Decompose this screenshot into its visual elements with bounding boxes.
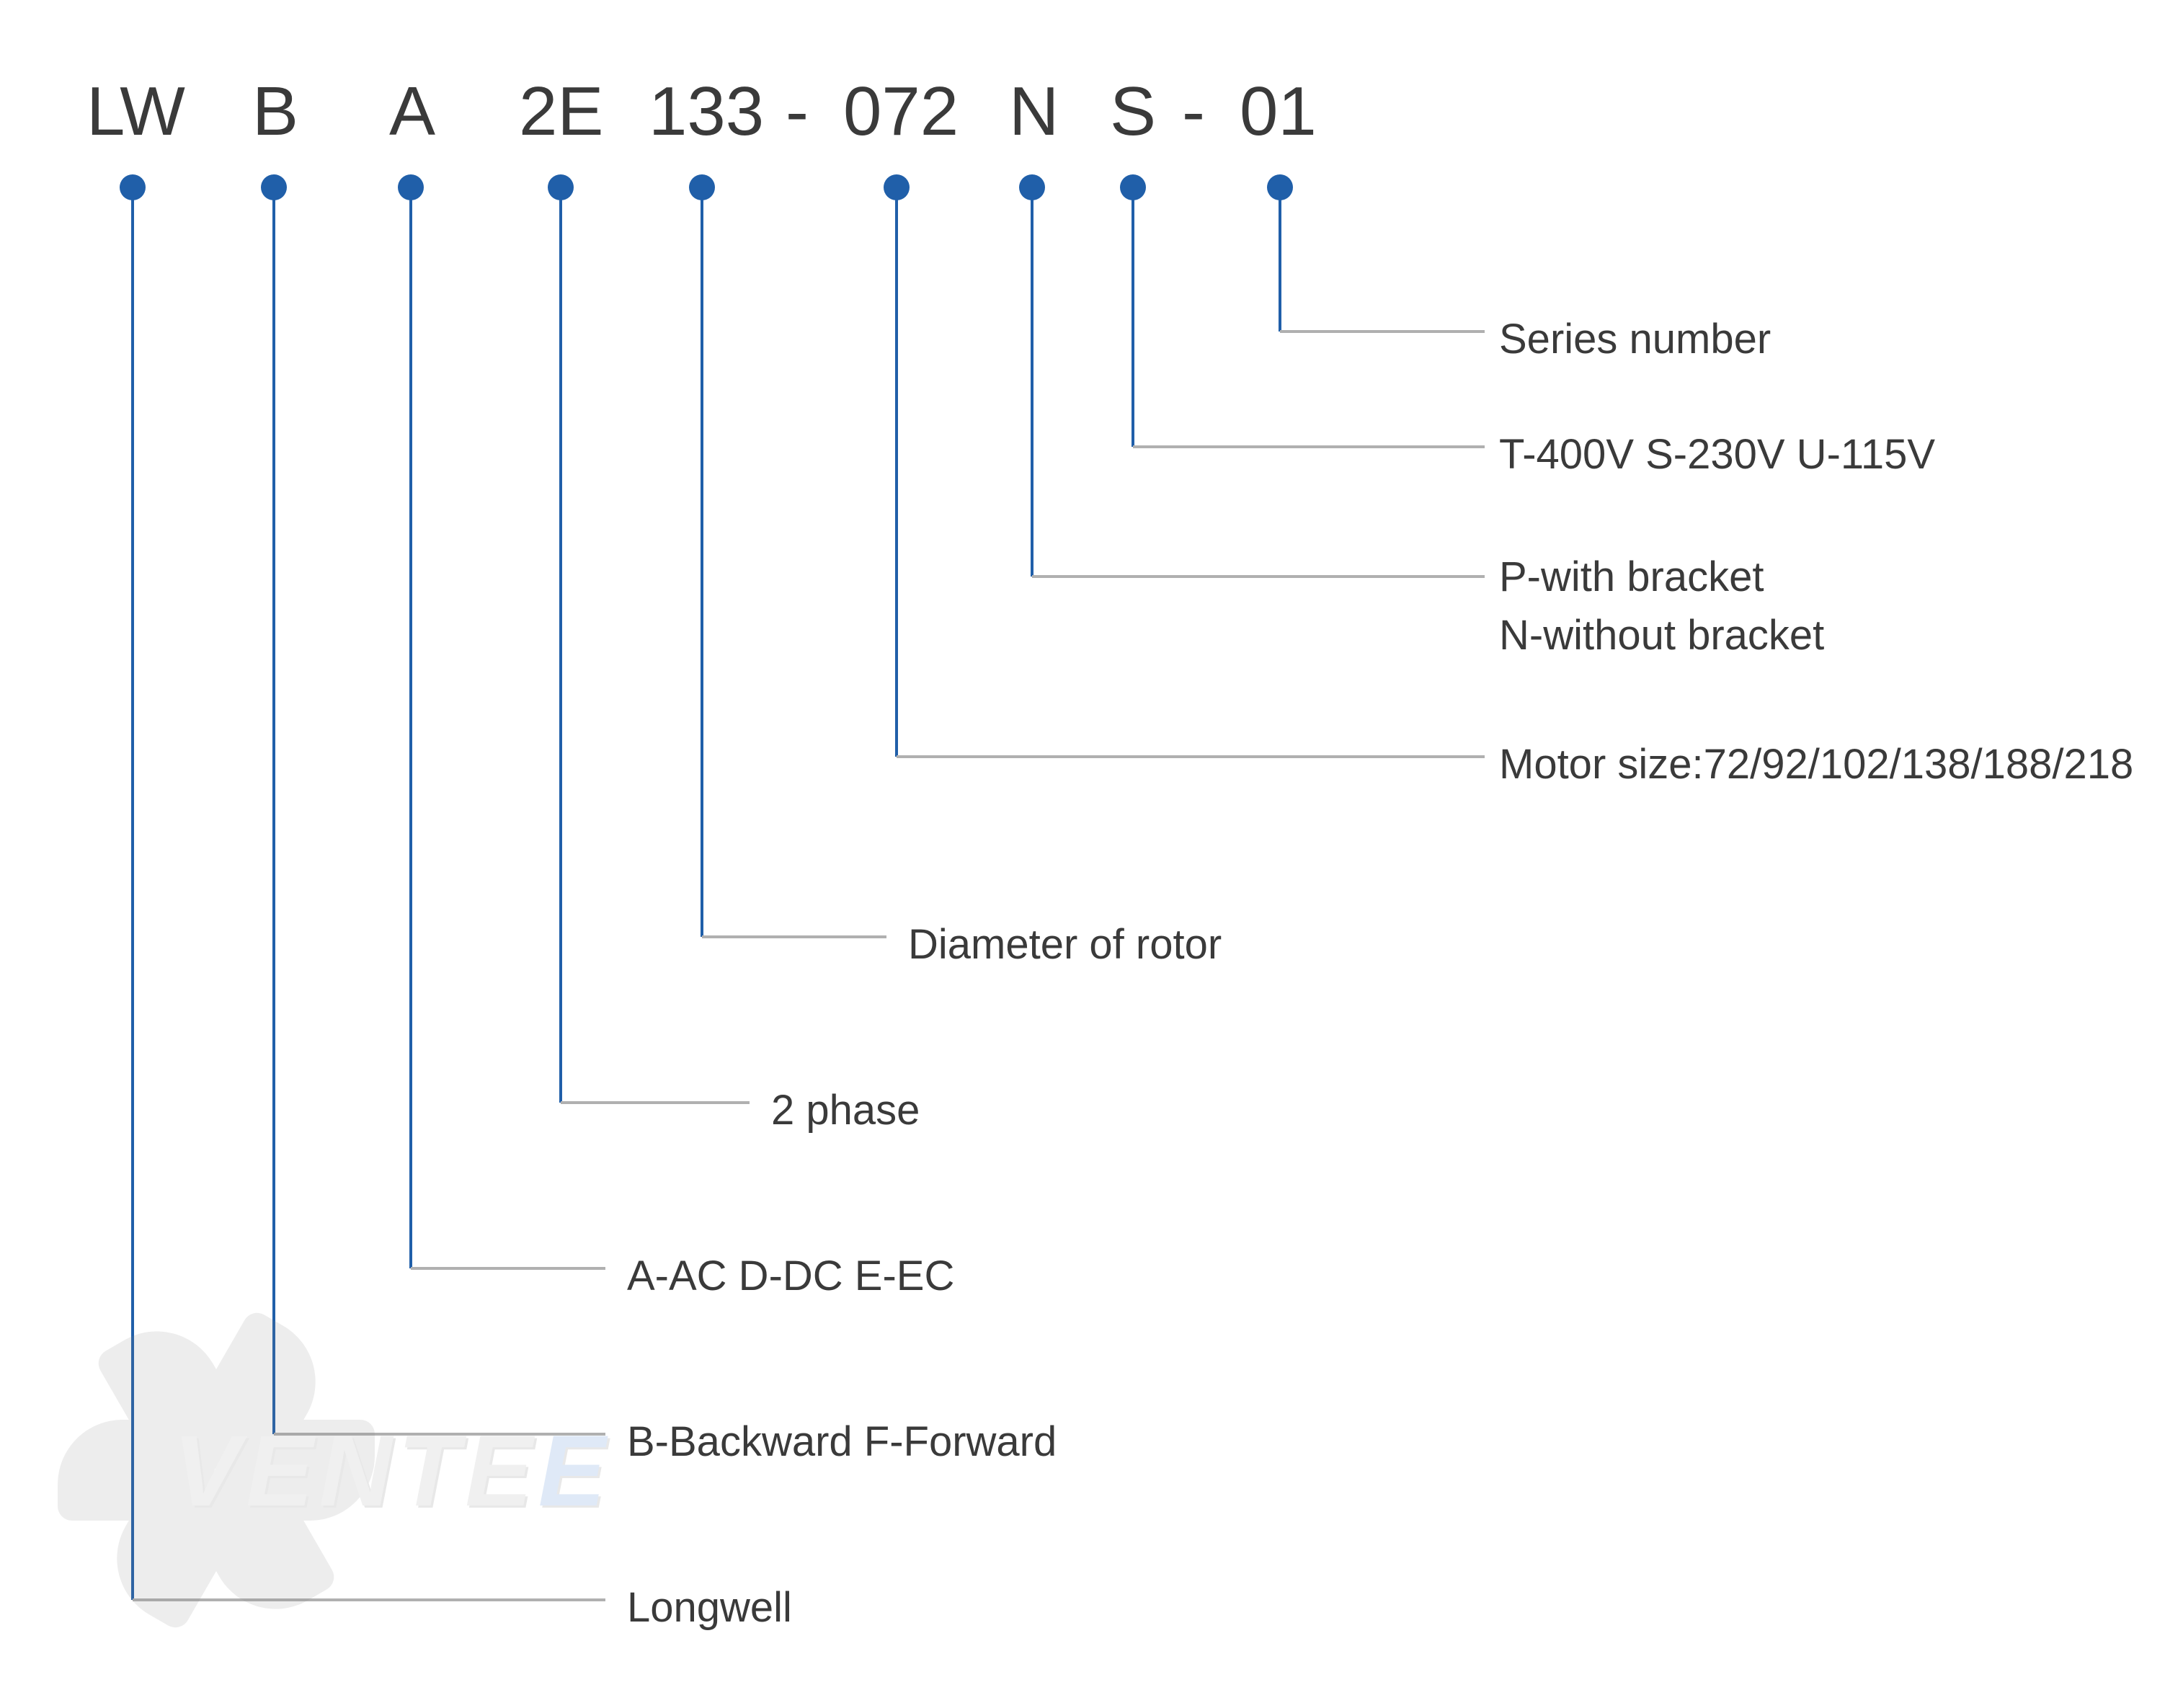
code-part-sep1: - bbox=[786, 72, 809, 151]
label-c2: A-AC D-DC E-EC bbox=[627, 1247, 954, 1305]
hline-c1 bbox=[274, 1433, 605, 1436]
hline-c3 bbox=[561, 1101, 750, 1104]
watermark: VENTEE bbox=[29, 1283, 404, 1658]
vline-c3 bbox=[559, 187, 562, 1103]
code-part-p5: 072 bbox=[843, 72, 959, 151]
hline-c8 bbox=[1280, 330, 1485, 333]
hline-c7 bbox=[1133, 445, 1485, 448]
label-c4: Diameter of rotor bbox=[908, 915, 1222, 974]
watermark-fan-icon bbox=[29, 1283, 404, 1658]
vline-c2 bbox=[409, 187, 412, 1268]
label-c0: Longwell bbox=[627, 1578, 792, 1637]
hline-c2 bbox=[411, 1267, 605, 1270]
label-c1: B-Backward F-Forward bbox=[627, 1413, 1057, 1471]
label-c5: Motor size:72/92/102/138/188/218 bbox=[1499, 735, 2133, 793]
code-part-p1: B bbox=[252, 72, 298, 151]
code-part-p7: S bbox=[1110, 72, 1156, 151]
watermark-text: VENTEE bbox=[173, 1413, 611, 1529]
vline-c5 bbox=[895, 187, 898, 757]
code-part-p4: 133 bbox=[649, 72, 764, 151]
hline-c0 bbox=[133, 1598, 605, 1601]
label-c6: P-with bracket N-without bracket bbox=[1499, 548, 1824, 664]
code-part-p2: A bbox=[389, 72, 435, 151]
vline-c1 bbox=[272, 187, 275, 1434]
vline-c0 bbox=[131, 187, 134, 1600]
vline-c7 bbox=[1132, 187, 1134, 447]
code-part-p3: 2E bbox=[519, 72, 603, 151]
code-part-sep2: - bbox=[1182, 72, 1205, 151]
label-c7: T-400V S-230V U-115V bbox=[1499, 425, 1935, 484]
hline-c4 bbox=[702, 935, 886, 938]
label-c3: 2 phase bbox=[771, 1081, 920, 1139]
label-c8: Series number bbox=[1499, 310, 1771, 368]
vline-c8 bbox=[1279, 187, 1281, 332]
hline-c5 bbox=[897, 755, 1485, 758]
hline-c6 bbox=[1032, 575, 1485, 578]
vline-c4 bbox=[701, 187, 703, 937]
vline-c6 bbox=[1031, 187, 1033, 577]
code-part-p8: 01 bbox=[1240, 72, 1317, 151]
code-part-p6: N bbox=[1009, 72, 1059, 151]
code-part-p0: LW bbox=[86, 72, 185, 151]
